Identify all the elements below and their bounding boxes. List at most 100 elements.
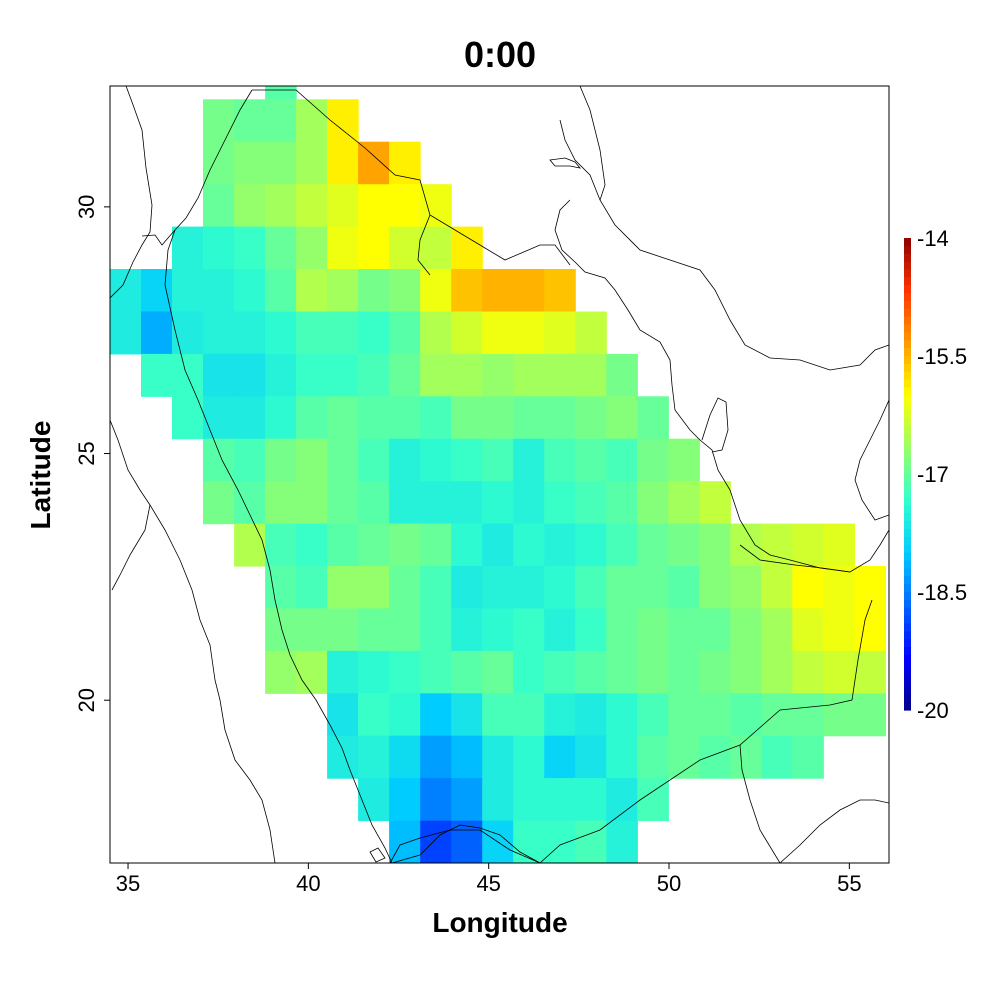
heatmap-cell: [203, 99, 235, 143]
heatmap-cell: [668, 608, 700, 652]
heatmap-cell: [327, 269, 359, 312]
heatmap-cell: [234, 311, 266, 355]
heatmap-cell: [234, 99, 266, 143]
heatmap-cell: [668, 735, 700, 779]
heatmap-cell: [637, 438, 669, 482]
colorbar-segment: [904, 363, 911, 373]
colorbar-segment: [904, 497, 911, 507]
heatmap-cell: [575, 523, 607, 567]
heatmap-cell: [265, 608, 297, 652]
x-axis-title: Longitude: [432, 907, 567, 938]
heatmap-cell: [637, 481, 669, 525]
colorbar-segment: [904, 639, 911, 648]
colorbar-tick-label: -17: [917, 462, 949, 487]
heatmap-cell: [482, 523, 514, 567]
heatmap-cell: [327, 523, 359, 567]
heatmap-cell: [389, 650, 421, 694]
heatmap-cell: [544, 735, 576, 779]
heatmap-cell: [606, 608, 638, 652]
heatmap-cell: [141, 311, 173, 355]
heatmap-cell: [420, 438, 452, 482]
heatmap-cell: [389, 141, 421, 185]
heatmap-cell: [358, 311, 390, 355]
heatmap-cell: [358, 608, 390, 652]
colorbar-segment: [904, 607, 911, 617]
heatmap-cell: [420, 311, 452, 355]
colorbar-segment: [904, 647, 911, 656]
heatmap-cell: [482, 650, 514, 694]
colorbar-segment: [904, 481, 911, 491]
heatmap-cell: [792, 566, 824, 609]
heatmap-cell: [699, 481, 731, 525]
heatmap-cell: [265, 353, 297, 397]
heatmap-cell: [265, 184, 297, 228]
colorbar-segment: [904, 592, 911, 601]
heatmap-cell: [513, 778, 545, 822]
heatmap-cell: [327, 184, 359, 228]
heatmap-cell: [544, 269, 576, 312]
heatmap-cell: [234, 141, 266, 185]
heatmap-cell: [513, 269, 545, 312]
colorbar-segment: [904, 670, 911, 680]
colorbar-tick-label: -14: [917, 226, 949, 251]
heatmap-cell: [575, 396, 607, 440]
heatmap-cell: [327, 141, 359, 185]
heatmap-cell: [730, 735, 762, 779]
heatmap-cell: [234, 269, 266, 312]
heatmap-cell: [544, 608, 576, 652]
colorbar-segment: [904, 654, 911, 664]
heatmap-cell: [234, 481, 266, 525]
heatmap-cell: [420, 353, 452, 397]
heatmap-cell: [296, 396, 328, 440]
heatmap-cell: [637, 735, 669, 779]
colorbar-segment: [904, 316, 911, 326]
heatmap-cell: [296, 353, 328, 397]
y-tick-label: 20: [74, 688, 99, 712]
heatmap-cell: [234, 184, 266, 228]
colorbar-segment: [904, 356, 911, 365]
colorbar-segment: [904, 584, 911, 593]
heatmap-cell: [420, 184, 452, 228]
heatmap-cell: [699, 566, 731, 609]
coastlines: [110, 86, 889, 863]
heatmap-cell: [172, 311, 204, 355]
heatmap-cell: [141, 353, 173, 397]
heatmap-cell: [761, 735, 793, 779]
heatmap-cell: [575, 693, 607, 737]
heatmap-cell: [699, 608, 731, 652]
heatmap-cell: [575, 778, 607, 822]
heatmap-cell: [699, 650, 731, 694]
heatmap-cell: [265, 481, 297, 525]
heatmap-cell: [544, 353, 576, 397]
heatmap-cell: [389, 523, 421, 567]
heatmap-cell: [265, 226, 297, 270]
heatmap-cell: [730, 566, 762, 609]
heatmap-cell: [265, 269, 297, 312]
heatmap-cell: [668, 566, 700, 609]
heatmap-cell: [761, 608, 793, 652]
colorbar-segment: [904, 371, 911, 381]
colorbar-segment: [904, 505, 911, 514]
colorbar-segment: [904, 599, 911, 609]
heatmap-cell: [482, 566, 514, 609]
colorbar-segment: [904, 261, 911, 271]
colorbar: -14 -15.5 -17 -18.5 -20: [904, 226, 967, 723]
heatmap-cell: [327, 650, 359, 694]
heatmap-cell: [606, 481, 638, 525]
heatmap-cell: [389, 481, 421, 525]
heatmap-cell: [730, 650, 762, 694]
y-axis: 20 25 30: [74, 195, 110, 712]
y-tick-label: 25: [74, 441, 99, 465]
heatmap-cell: [327, 566, 359, 609]
colorbar-segment: [904, 348, 911, 357]
heatmap-cell: [513, 523, 545, 567]
heatmap-cell: [451, 735, 483, 779]
heatmap-cell: [575, 566, 607, 609]
heatmap-cell: [420, 481, 452, 525]
heatmap-cell: [482, 693, 514, 737]
heatmap-cell: [575, 438, 607, 482]
heatmap-cell: [265, 523, 297, 567]
heatmap-cell: [296, 650, 328, 694]
heatmap-cell: [637, 566, 669, 609]
heatmap-cell: [792, 693, 824, 737]
